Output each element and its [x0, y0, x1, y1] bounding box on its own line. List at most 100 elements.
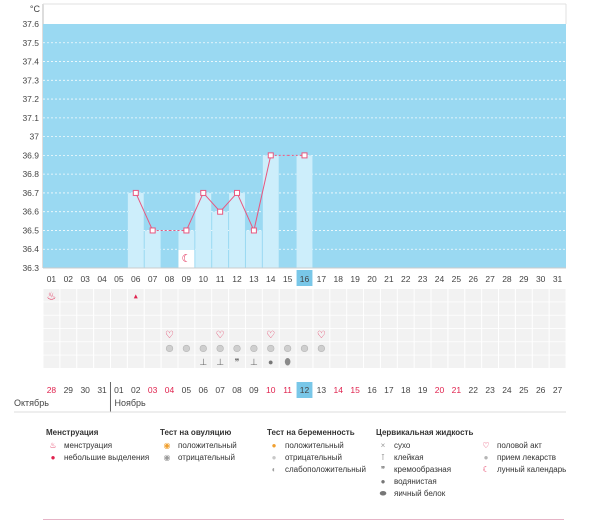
x-tick-label: 07	[148, 274, 158, 284]
marker-cell	[549, 328, 566, 342]
marker-cell	[499, 355, 515, 368]
cycle-day-label: 05	[182, 385, 192, 395]
marker-cell	[195, 355, 212, 368]
cycle-day-label: 27	[553, 385, 563, 395]
cycle-day-label: 17	[384, 385, 394, 395]
legend-ovulation: Тест на овуляцию ◉ положительный ◉ отрицат…	[160, 428, 237, 464]
marker-cell	[296, 302, 313, 315]
marker-cell	[397, 342, 414, 355]
dry-icon: ×	[380, 441, 386, 450]
y-tick-label: 37.6	[22, 19, 39, 29]
data-point	[267, 152, 274, 159]
pill-icon	[284, 344, 292, 353]
marker-cell	[296, 328, 313, 342]
cycle-day-label: 14	[334, 385, 344, 395]
legend-menstruation: Менструация ♨ менструация ● небольшие выде…	[46, 428, 149, 464]
marker-cell	[212, 315, 229, 329]
cycle-day-label: 25	[519, 385, 529, 395]
marker-cell	[448, 289, 465, 302]
marker-cell	[482, 328, 499, 342]
y-tick-label: 37.5	[22, 38, 39, 48]
marker-cell	[532, 355, 549, 368]
temperature-bar	[229, 192, 245, 268]
marker-cell	[144, 328, 161, 342]
x-tick-label: 31	[553, 274, 563, 284]
cycle-day-label: 02	[131, 385, 141, 395]
marker-cell	[296, 315, 313, 329]
marker-cell	[465, 289, 482, 302]
pill-icon	[216, 344, 224, 353]
marker-cell	[127, 328, 144, 342]
month-label-november: Ноябрь	[114, 398, 146, 408]
marker-cell	[245, 315, 262, 329]
cycle-day-label: 10	[266, 385, 276, 395]
temperature-bar	[212, 211, 229, 268]
pill-icon	[233, 344, 241, 353]
x-tick-label: 18	[334, 274, 344, 284]
marker-cell	[127, 289, 144, 302]
watery-icon: ●	[268, 357, 273, 367]
marker-cell	[431, 328, 448, 342]
data-point	[217, 208, 224, 215]
marker-cell	[110, 289, 127, 302]
marker-cell	[465, 355, 482, 368]
bottom-divider	[43, 519, 564, 520]
y-tick-label: 36.4	[22, 244, 39, 254]
marker-cell	[347, 342, 364, 355]
spotting-icon: ▴	[134, 291, 138, 300]
marker-cell	[195, 302, 212, 315]
y-tick-label: 37.3	[22, 75, 39, 85]
marker-cell	[364, 302, 380, 315]
marker-cell	[465, 302, 482, 315]
marker-cell	[499, 342, 515, 355]
marker-cell	[43, 355, 60, 368]
marker-cell	[110, 342, 127, 355]
marker-cell	[245, 289, 262, 302]
pill-icon	[250, 344, 258, 353]
marker-cell	[144, 315, 161, 329]
marker-cell	[448, 315, 465, 329]
today-highlight	[296, 382, 313, 398]
watery-icon: ●	[380, 477, 386, 486]
cycle-day-label: 03	[148, 385, 158, 395]
marker-cell	[144, 342, 161, 355]
marker-cell	[161, 328, 178, 342]
cycle-day-label: 28	[47, 385, 57, 395]
pregnancy-negative-icon: ●	[271, 453, 277, 462]
cycle-day-label: 16	[367, 385, 377, 395]
marker-cell	[448, 342, 465, 355]
marker-cell	[94, 289, 110, 302]
x-tick-label: 22	[401, 274, 411, 284]
marker-cell	[397, 302, 414, 315]
y-tick-label: 37.4	[22, 57, 39, 67]
marker-cell	[262, 289, 279, 302]
x-tick-label: 05	[114, 274, 124, 284]
marker-cell	[161, 289, 178, 302]
temperature-bar	[195, 192, 212, 268]
marker-cell	[330, 342, 347, 355]
marker-cell	[313, 289, 330, 302]
marker-cell	[364, 289, 380, 302]
pill-icon	[182, 344, 191, 353]
x-tick-label: 17	[317, 274, 327, 284]
marker-cell	[229, 328, 245, 342]
marker-cell	[330, 328, 347, 342]
legend-item-pregnancy-positive: положительный	[285, 441, 344, 450]
marker-cell	[347, 328, 364, 342]
marker-cell	[127, 355, 144, 368]
marker-cell	[515, 355, 532, 368]
marker-cell	[94, 302, 110, 315]
legend-item-watery: водянистая	[394, 477, 437, 486]
marker-cell	[229, 289, 245, 302]
marker-cell	[364, 328, 380, 342]
y-tick-label: 36.5	[22, 225, 39, 235]
series-line-segment	[185, 192, 204, 231]
marker-cell	[77, 355, 94, 368]
legend-item-egg-white: яичный белок	[394, 489, 446, 498]
series-line-segment	[135, 192, 154, 231]
marker-cell	[127, 342, 144, 355]
cycle-day-label: 22	[468, 385, 478, 395]
marker-cell	[499, 289, 515, 302]
marker-cell	[499, 302, 515, 315]
